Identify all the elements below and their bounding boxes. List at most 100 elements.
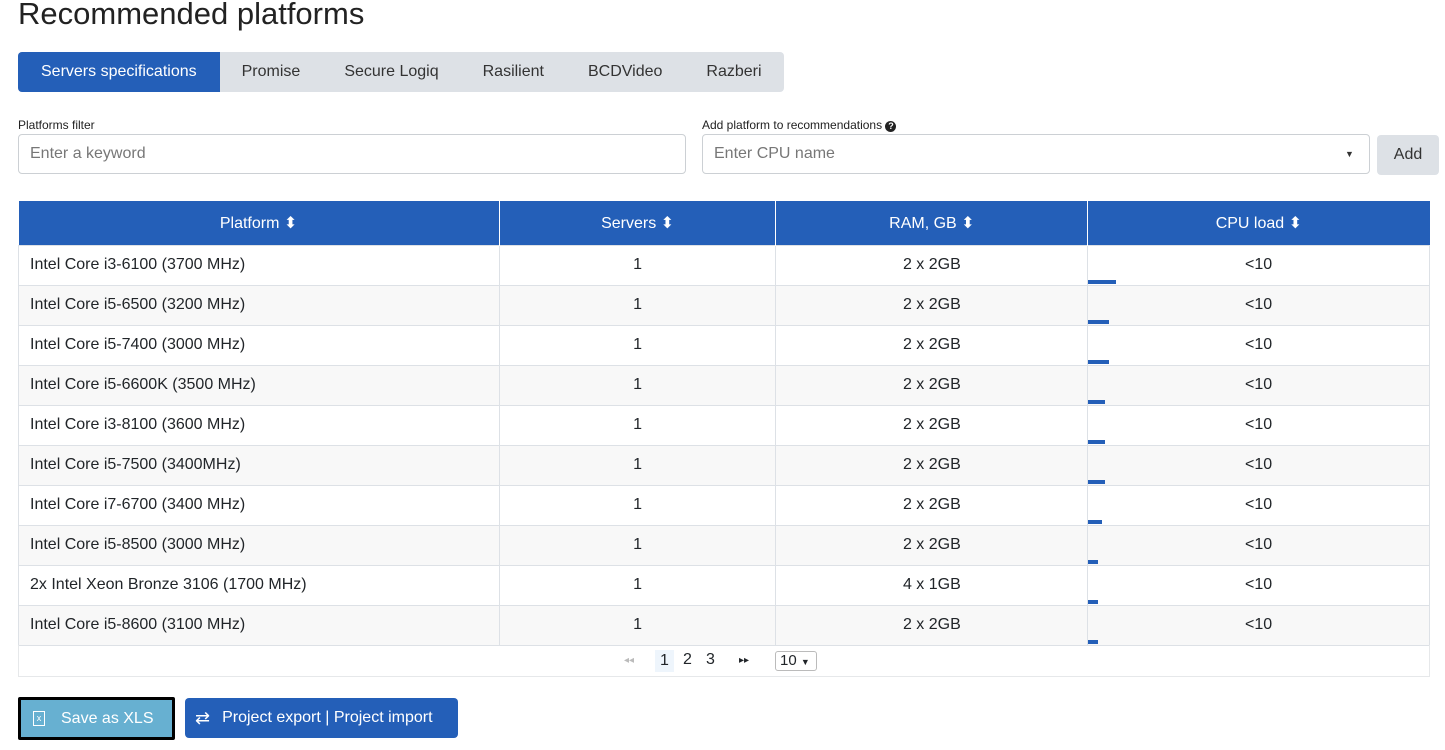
cell-ram: 2 x 2GB bbox=[775, 404, 1089, 446]
servers-value: 1 bbox=[633, 376, 643, 393]
cell-cpu: <10 bbox=[1087, 524, 1430, 566]
tab-servers-specifications[interactable]: Servers specifications bbox=[18, 52, 220, 92]
cell-cpu: <10 bbox=[1087, 484, 1430, 526]
cell-cpu: <10 bbox=[1087, 444, 1430, 486]
add-platform-label: Add platform to recommendations ? bbox=[702, 118, 897, 132]
column-header[interactable]: Platform ⬍ bbox=[18, 201, 500, 245]
servers-value: 1 bbox=[633, 576, 643, 593]
servers-value: 1 bbox=[633, 296, 643, 313]
column-header[interactable]: RAM, GB ⬍ bbox=[775, 201, 1089, 245]
cell-servers: 1 bbox=[498, 484, 777, 526]
platform-value: Intel Core i5-7500 (3400MHz) bbox=[30, 456, 241, 473]
chevron-down-icon: ▼ bbox=[800, 657, 810, 667]
table-row[interactable]: 2x Intel Xeon Bronze 3106 (1700 MHz) 1 4 x… bbox=[18, 564, 1430, 606]
platforms-filter-input[interactable] bbox=[18, 134, 686, 174]
next-page-button[interactable]: ▸▸ bbox=[739, 655, 750, 666]
cell-servers: 1 bbox=[498, 604, 777, 646]
ram-value: 2 x 2GB bbox=[902, 376, 961, 393]
page-3-button[interactable]: 3 bbox=[706, 651, 715, 668]
cpu-value: <10 bbox=[1245, 256, 1273, 273]
table-row[interactable]: Intel Core i5-8600 (3100 MHz) 1 2 x 2GB <10 bbox=[18, 604, 1430, 646]
platform-value: Intel Core i5-8500 (3000 MHz) bbox=[30, 536, 246, 553]
cpu-load-bar bbox=[1088, 639, 1099, 644]
cell-cpu: <10 bbox=[1087, 284, 1430, 326]
cell-platform: Intel Core i5-8600 (3100 MHz) bbox=[18, 604, 500, 646]
table-row[interactable]: Intel Core i5-7500 (3400MHz) 1 2 x 2GB <10 bbox=[18, 444, 1430, 486]
platforms-filter-label: Platforms filter bbox=[18, 118, 95, 132]
table-row[interactable]: Intel Core i5-8500 (3000 MHz) 1 2 x 2GB <10 bbox=[18, 524, 1430, 566]
cpu-name-select[interactable] bbox=[702, 134, 1370, 174]
ram-value: 2 x 2GB bbox=[902, 456, 961, 473]
ram-value: 2 x 2GB bbox=[902, 536, 961, 553]
cpu-value: <10 bbox=[1245, 456, 1273, 473]
cpu-value: <10 bbox=[1245, 336, 1273, 353]
table-row[interactable]: Intel Core i3-8100 (3600 MHz) 1 2 x 2GB <10 bbox=[18, 404, 1430, 446]
cell-servers: 1 bbox=[498, 564, 777, 606]
platform-value: 2x Intel Xeon Bronze 3106 (1700 MHz) bbox=[30, 576, 307, 593]
save-xls-label: Save as XLS bbox=[61, 709, 154, 727]
cell-platform: Intel Core i5-8500 (3000 MHz) bbox=[18, 524, 500, 566]
page-1-button[interactable]: 1 bbox=[655, 650, 674, 672]
cell-cpu: <10 bbox=[1087, 564, 1430, 606]
cell-cpu: <10 bbox=[1087, 404, 1430, 446]
per-page-select[interactable]: 10 ▼ bbox=[775, 651, 817, 671]
cell-ram: 2 x 2GB bbox=[775, 364, 1089, 406]
ram-value: 2 x 2GB bbox=[902, 616, 961, 633]
cpu-load-bar bbox=[1088, 359, 1109, 364]
cell-ram: 2 x 2GB bbox=[775, 484, 1089, 526]
prev-page-button[interactable]: ◂◂ bbox=[624, 655, 635, 666]
platform-value: Intel Core i3-6100 (3700 MHz) bbox=[30, 256, 246, 273]
platform-value: Intel Core i7-6700 (3400 MHz) bbox=[30, 496, 246, 513]
cpu-value: <10 bbox=[1245, 496, 1273, 513]
table-row[interactable]: Intel Core i5-7400 (3000 MHz) 1 2 x 2GB <10 bbox=[18, 324, 1430, 366]
servers-value: 1 bbox=[633, 416, 643, 433]
servers-value: 1 bbox=[633, 496, 643, 513]
help-icon[interactable]: ? bbox=[885, 121, 897, 132]
cell-platform: Intel Core i5-6600K (3500 MHz) bbox=[18, 364, 500, 406]
cell-ram: 2 x 2GB bbox=[775, 284, 1089, 326]
cell-cpu: <10 bbox=[1087, 604, 1430, 646]
servers-value: 1 bbox=[633, 336, 643, 353]
tab-razberi[interactable]: Razberi bbox=[706, 63, 762, 80]
platform-value: Intel Core i5-6500 (3200 MHz) bbox=[30, 296, 246, 313]
table-row[interactable]: Intel Core i5-6500 (3200 MHz) 1 2 x 2GB <10 bbox=[18, 284, 1430, 326]
tab-promise[interactable]: Promise bbox=[241, 63, 301, 80]
cpu-value: <10 bbox=[1245, 536, 1273, 553]
project-export-import-label: Project export | Project import bbox=[222, 709, 433, 726]
project-export-import-button[interactable]: ⇄ Project export | Project import bbox=[185, 698, 458, 738]
servers-value: 1 bbox=[633, 616, 643, 633]
ram-value: 4 x 1GB bbox=[902, 576, 961, 593]
servers-value: 1 bbox=[633, 536, 643, 553]
add-button[interactable]: Add bbox=[1377, 135, 1439, 175]
platform-value: Intel Core i5-8600 (3100 MHz) bbox=[30, 616, 246, 633]
cell-servers: 1 bbox=[498, 444, 777, 486]
column-header[interactable]: CPU load ⬍ bbox=[1087, 201, 1430, 245]
ram-value: 2 x 2GB bbox=[902, 336, 961, 353]
cpu-value: <10 bbox=[1245, 416, 1273, 433]
page-2-button[interactable]: 2 bbox=[683, 651, 692, 668]
swap-arrows-icon: ⇄ bbox=[195, 707, 211, 728]
cell-platform: Intel Core i3-6100 (3700 MHz) bbox=[18, 244, 500, 286]
ram-value: 2 x 2GB bbox=[902, 256, 961, 273]
cell-servers: 1 bbox=[498, 364, 777, 406]
cell-servers: 1 bbox=[498, 404, 777, 446]
platform-tabs: Servers specifications Promise Secure Logi… bbox=[18, 52, 784, 92]
cell-ram: 2 x 2GB bbox=[775, 524, 1089, 566]
tab-bcdvideo[interactable]: BCDVideo bbox=[587, 63, 663, 80]
table-row[interactable]: Intel Core i7-6700 (3400 MHz) 1 2 x 2GB <10 bbox=[18, 484, 1430, 526]
save-xls-button[interactable]: x Save as XLS bbox=[18, 697, 175, 740]
tab-rasilient[interactable]: Rasilient bbox=[482, 63, 544, 80]
cpu-load-bar bbox=[1088, 439, 1106, 444]
cpu-load-bar bbox=[1088, 279, 1116, 284]
tab-secure-logiq[interactable]: Secure Logiq bbox=[344, 63, 439, 80]
table-row[interactable]: Intel Core i3-6100 (3700 MHz) 1 2 x 2GB <10 bbox=[18, 244, 1430, 286]
cell-platform: Intel Core i5-7500 (3400MHz) bbox=[18, 444, 500, 486]
cell-servers: 1 bbox=[498, 284, 777, 326]
table-row[interactable]: Intel Core i5-6600K (3500 MHz) 1 2 x 2GB <1… bbox=[18, 364, 1430, 406]
add-platform-label-text: Add platform to recommendations bbox=[702, 118, 883, 132]
column-header[interactable]: Servers ⬍ bbox=[499, 201, 777, 245]
cell-servers: 1 bbox=[498, 244, 777, 286]
excel-file-icon: x bbox=[33, 711, 45, 726]
chevron-down-icon[interactable]: ▼ bbox=[1345, 149, 1354, 159]
cell-platform: Intel Core i3-8100 (3600 MHz) bbox=[18, 404, 500, 446]
